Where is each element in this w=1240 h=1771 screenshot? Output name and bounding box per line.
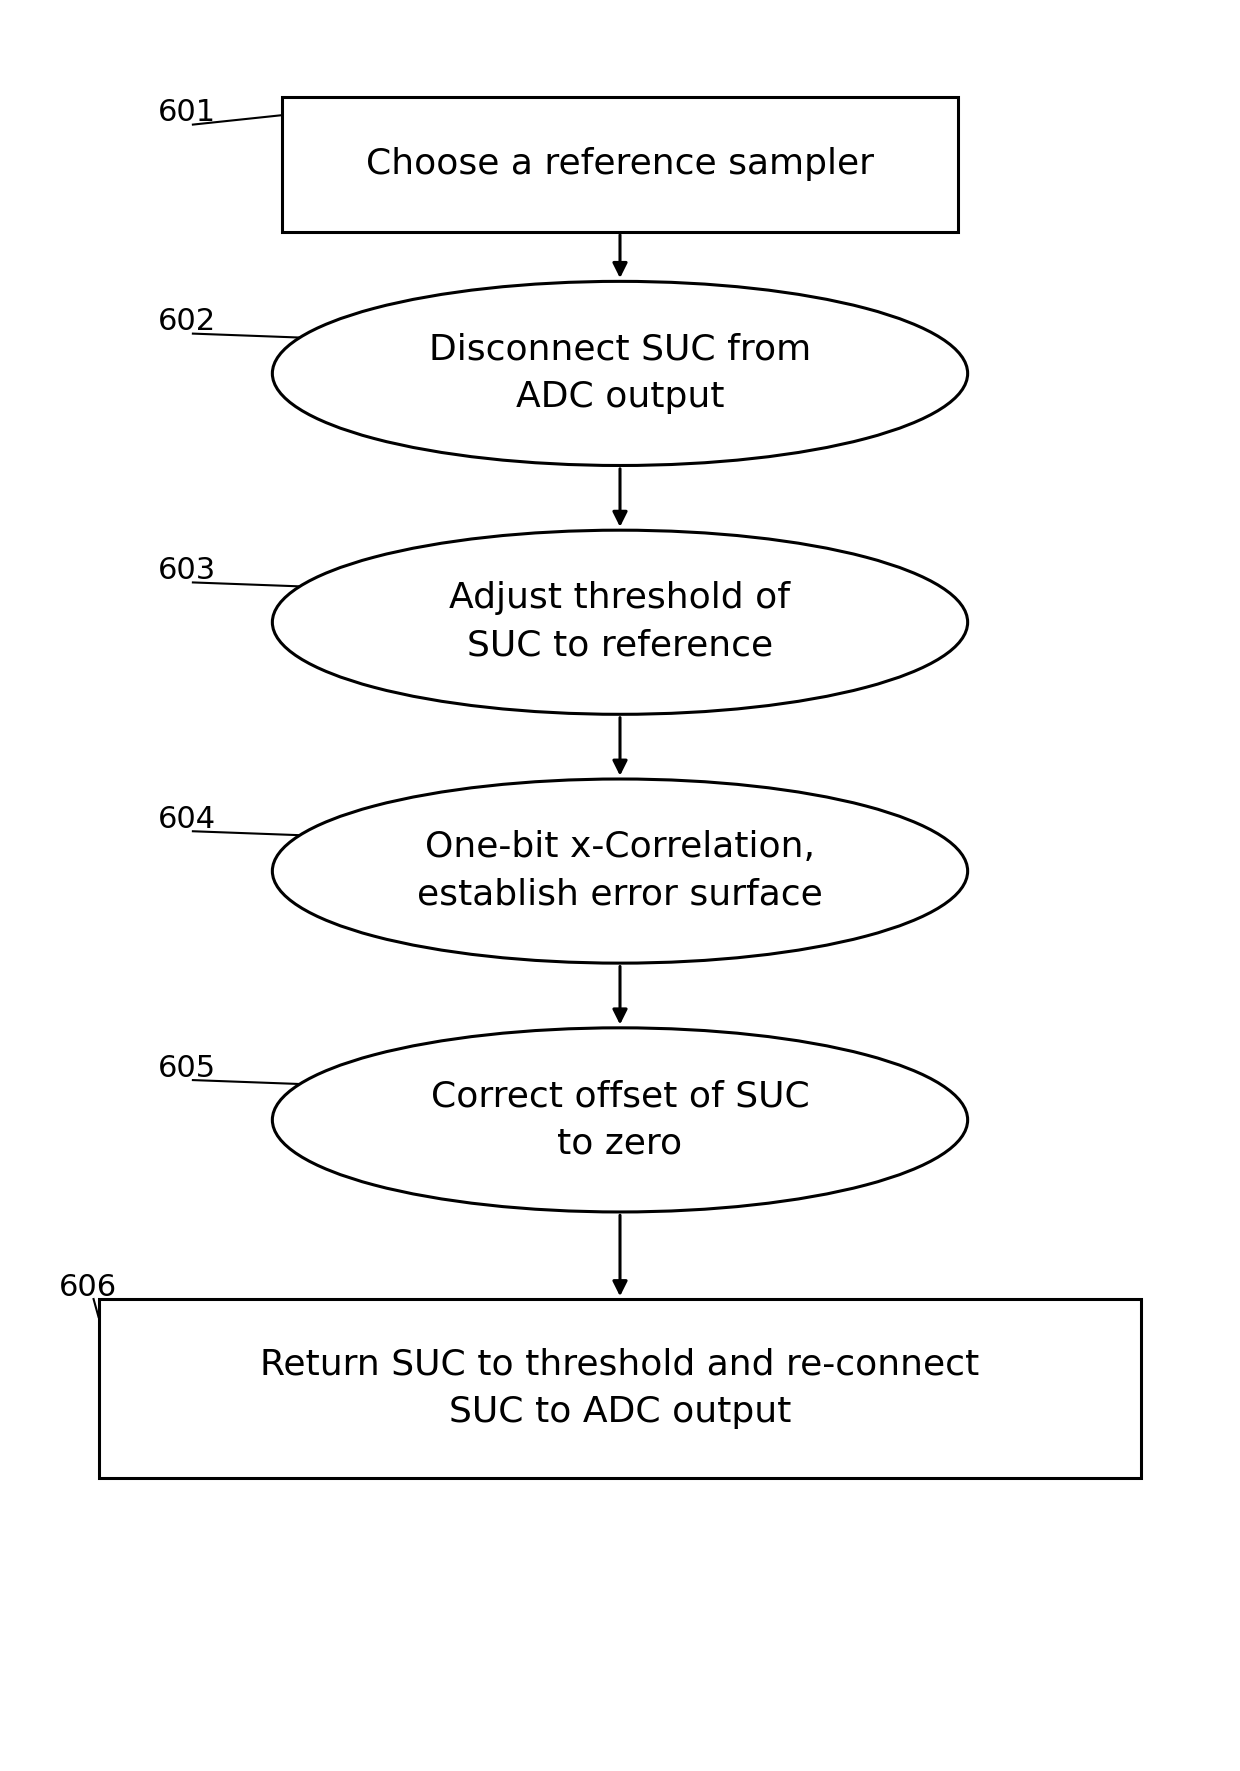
Text: Adjust threshold of
SUC to reference: Adjust threshold of SUC to reference <box>449 581 791 662</box>
Text: Disconnect SUC from
ADC output: Disconnect SUC from ADC output <box>429 333 811 414</box>
Ellipse shape <box>273 530 967 714</box>
Text: 605: 605 <box>159 1054 216 1082</box>
Text: 606: 606 <box>58 1273 117 1302</box>
Text: 604: 604 <box>159 804 216 834</box>
Ellipse shape <box>273 1027 967 1211</box>
Text: One-bit x-Correlation,
establish error surface: One-bit x-Correlation, establish error s… <box>417 831 823 912</box>
Text: 603: 603 <box>159 556 216 584</box>
Text: Correct offset of SUC
to zero: Correct offset of SUC to zero <box>430 1079 810 1160</box>
Ellipse shape <box>273 282 967 466</box>
Text: 601: 601 <box>159 97 216 128</box>
Text: Return SUC to threshold and re-connect
SUC to ADC output: Return SUC to threshold and re-connect S… <box>260 1348 980 1429</box>
Text: Choose a reference sampler: Choose a reference sampler <box>366 147 874 181</box>
FancyBboxPatch shape <box>98 1300 1142 1479</box>
Ellipse shape <box>273 779 967 963</box>
FancyBboxPatch shape <box>283 97 957 232</box>
Text: 602: 602 <box>159 306 216 336</box>
